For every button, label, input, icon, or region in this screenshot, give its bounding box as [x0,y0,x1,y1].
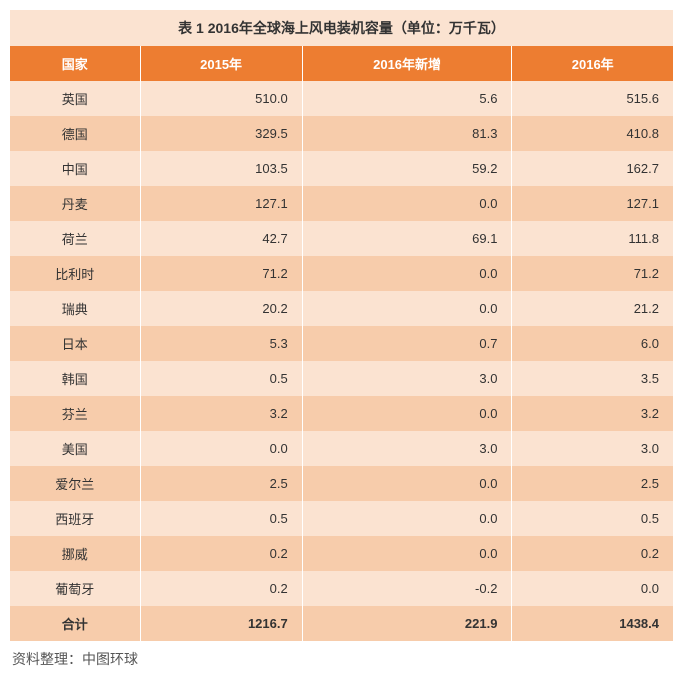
cell-country: 中国 [10,151,140,186]
cell-2015: 0.2 [140,536,302,571]
cell-2015: 1216.7 [140,606,302,641]
cell-country: 英国 [10,81,140,116]
cell-2015: 42.7 [140,221,302,256]
cell-2015: 0.5 [140,361,302,396]
cell-2015: 127.1 [140,186,302,221]
cell-2016: 21.2 [512,291,673,326]
cell-2015: 71.2 [140,256,302,291]
cell-country: 西班牙 [10,501,140,536]
cell-2015: 0.2 [140,571,302,606]
table-container: 表 1 2016年全球海上风电装机容量（单位：万千瓦） 国家 2015年 201… [0,0,683,682]
cell-2016: 127.1 [512,186,673,221]
cell-added: 0.0 [302,501,512,536]
cell-2016: 3.5 [512,361,673,396]
cell-2016: 0.0 [512,571,673,606]
cell-added: 0.0 [302,396,512,431]
table-row: 中国 103.5 59.2 162.7 [10,151,673,186]
cell-country: 合计 [10,606,140,641]
cell-2016: 71.2 [512,256,673,291]
cell-2016: 410.8 [512,116,673,151]
cell-added: 0.0 [302,536,512,571]
cell-country: 丹麦 [10,186,140,221]
table-row: 日本 5.3 0.7 6.0 [10,326,673,361]
table-row: 西班牙 0.5 0.0 0.5 [10,501,673,536]
cell-added: 221.9 [302,606,512,641]
table-row: 韩国 0.5 3.0 3.5 [10,361,673,396]
cell-added: 3.0 [302,361,512,396]
cell-country: 韩国 [10,361,140,396]
cell-2015: 510.0 [140,81,302,116]
cell-2016: 2.5 [512,466,673,501]
col-2016: 2016年 [512,46,673,81]
table-title: 表 1 2016年全球海上风电装机容量（单位：万千瓦） [10,10,673,46]
cell-country: 美国 [10,431,140,466]
cell-country: 德国 [10,116,140,151]
cell-added: 81.3 [302,116,512,151]
cell-added: 69.1 [302,221,512,256]
cell-added: 3.0 [302,431,512,466]
cell-country: 葡萄牙 [10,571,140,606]
table-row: 葡萄牙 0.2 -0.2 0.0 [10,571,673,606]
cell-country: 芬兰 [10,396,140,431]
source-note: 资料整理：中图环球 [10,641,673,677]
cell-country: 比利时 [10,256,140,291]
col-2015: 2015年 [140,46,302,81]
header-row: 国家 2015年 2016年新增 2016年 [10,46,673,81]
cell-added: 0.7 [302,326,512,361]
cell-added: 0.0 [302,466,512,501]
cell-2016: 3.0 [512,431,673,466]
table-row: 丹麦 127.1 0.0 127.1 [10,186,673,221]
cell-2016: 6.0 [512,326,673,361]
cell-2016: 111.8 [512,221,673,256]
cell-added: 0.0 [302,291,512,326]
cell-2016: 162.7 [512,151,673,186]
table-row: 瑞典 20.2 0.0 21.2 [10,291,673,326]
cell-country: 挪威 [10,536,140,571]
cell-country: 日本 [10,326,140,361]
cell-country: 瑞典 [10,291,140,326]
cell-country: 爱尔兰 [10,466,140,501]
cell-added: -0.2 [302,571,512,606]
data-table: 国家 2015年 2016年新增 2016年 英国 510.0 5.6 515.… [10,46,673,641]
cell-2015: 5.3 [140,326,302,361]
col-added: 2016年新增 [302,46,512,81]
table-row: 芬兰 3.2 0.0 3.2 [10,396,673,431]
col-country: 国家 [10,46,140,81]
cell-2015: 103.5 [140,151,302,186]
cell-2015: 3.2 [140,396,302,431]
cell-2016: 515.6 [512,81,673,116]
cell-added: 5.6 [302,81,512,116]
cell-added: 59.2 [302,151,512,186]
cell-country: 荷兰 [10,221,140,256]
table-row-total: 合计 1216.7 221.9 1438.4 [10,606,673,641]
cell-2015: 20.2 [140,291,302,326]
table-row: 挪威 0.2 0.0 0.2 [10,536,673,571]
cell-added: 0.0 [302,186,512,221]
table-row: 德国 329.5 81.3 410.8 [10,116,673,151]
cell-2015: 0.5 [140,501,302,536]
cell-2016: 1438.4 [512,606,673,641]
table-row: 比利时 71.2 0.0 71.2 [10,256,673,291]
cell-2015: 2.5 [140,466,302,501]
cell-2015: 0.0 [140,431,302,466]
cell-2016: 3.2 [512,396,673,431]
cell-2016: 0.2 [512,536,673,571]
cell-2015: 329.5 [140,116,302,151]
cell-2016: 0.5 [512,501,673,536]
cell-added: 0.0 [302,256,512,291]
table-row: 美国 0.0 3.0 3.0 [10,431,673,466]
table-row: 荷兰 42.7 69.1 111.8 [10,221,673,256]
table-row: 英国 510.0 5.6 515.6 [10,81,673,116]
table-row: 爱尔兰 2.5 0.0 2.5 [10,466,673,501]
